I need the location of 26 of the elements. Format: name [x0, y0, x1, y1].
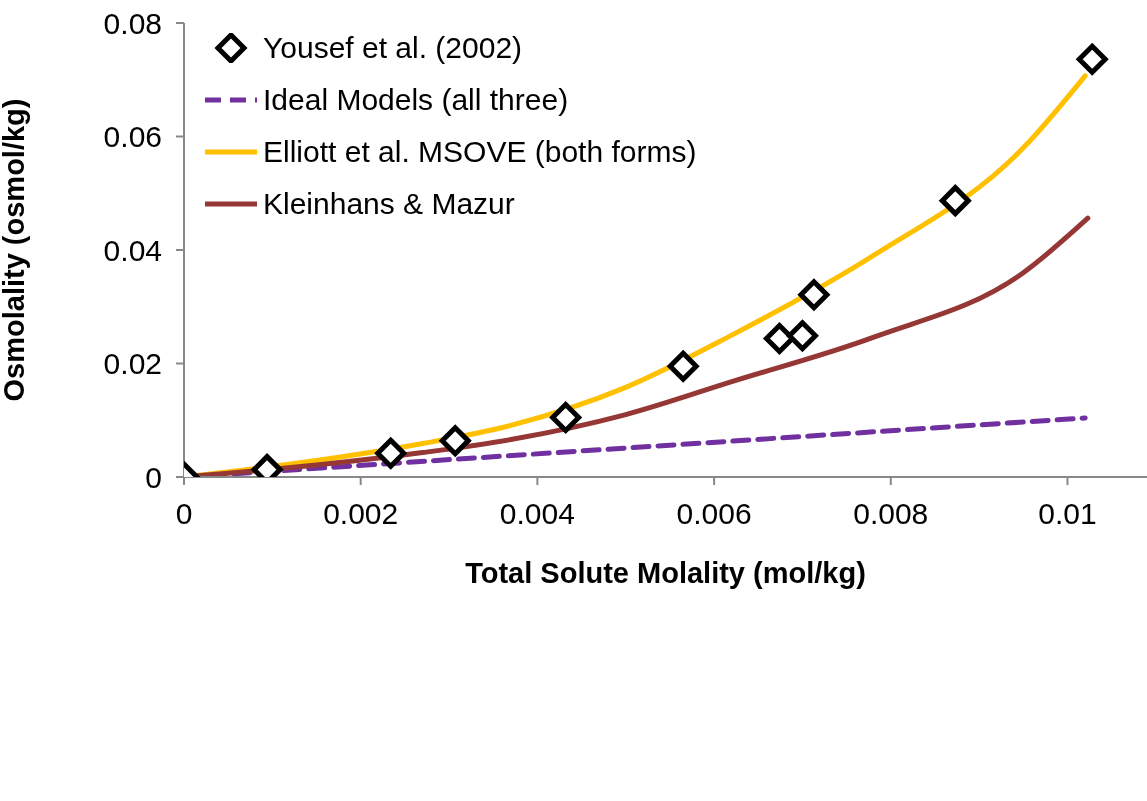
- legend-label: Ideal Models (all three): [263, 82, 569, 118]
- point: [798, 279, 830, 311]
- point: [763, 323, 795, 355]
- point: [550, 401, 582, 433]
- point: [667, 350, 699, 382]
- y-tick-label: 0: [145, 460, 162, 494]
- x-tick-label: 0.004: [499, 497, 575, 531]
- x-tick-label: 0.01: [1038, 497, 1097, 531]
- legend-label: Elliott et al. MSOVE (both forms): [263, 134, 697, 170]
- point: [939, 185, 971, 217]
- legend-label: Yousef et al. (2002): [263, 30, 523, 66]
- legend-label: Kleinhans & Mazur: [263, 186, 515, 222]
- y-tick-label: 0.04: [103, 233, 162, 267]
- point: [786, 320, 818, 352]
- y-tick-label: 0.06: [103, 120, 162, 154]
- x-tick-label: 0.008: [853, 497, 929, 531]
- x-tick-label: 0.002: [323, 497, 399, 531]
- point: [439, 425, 471, 457]
- y-tick-label: 0.08: [103, 6, 162, 40]
- x-axis-title: Total Solute Molality (mol/kg): [465, 557, 866, 589]
- x-tick-label: 0: [175, 497, 193, 531]
- point: [1076, 43, 1108, 75]
- y-tick-label: 0.02: [103, 347, 162, 381]
- x-tick-label: 0.006: [676, 497, 752, 531]
- y-axis-title: Osmolality (osmol/kg): [0, 98, 31, 402]
- point: [375, 437, 407, 469]
